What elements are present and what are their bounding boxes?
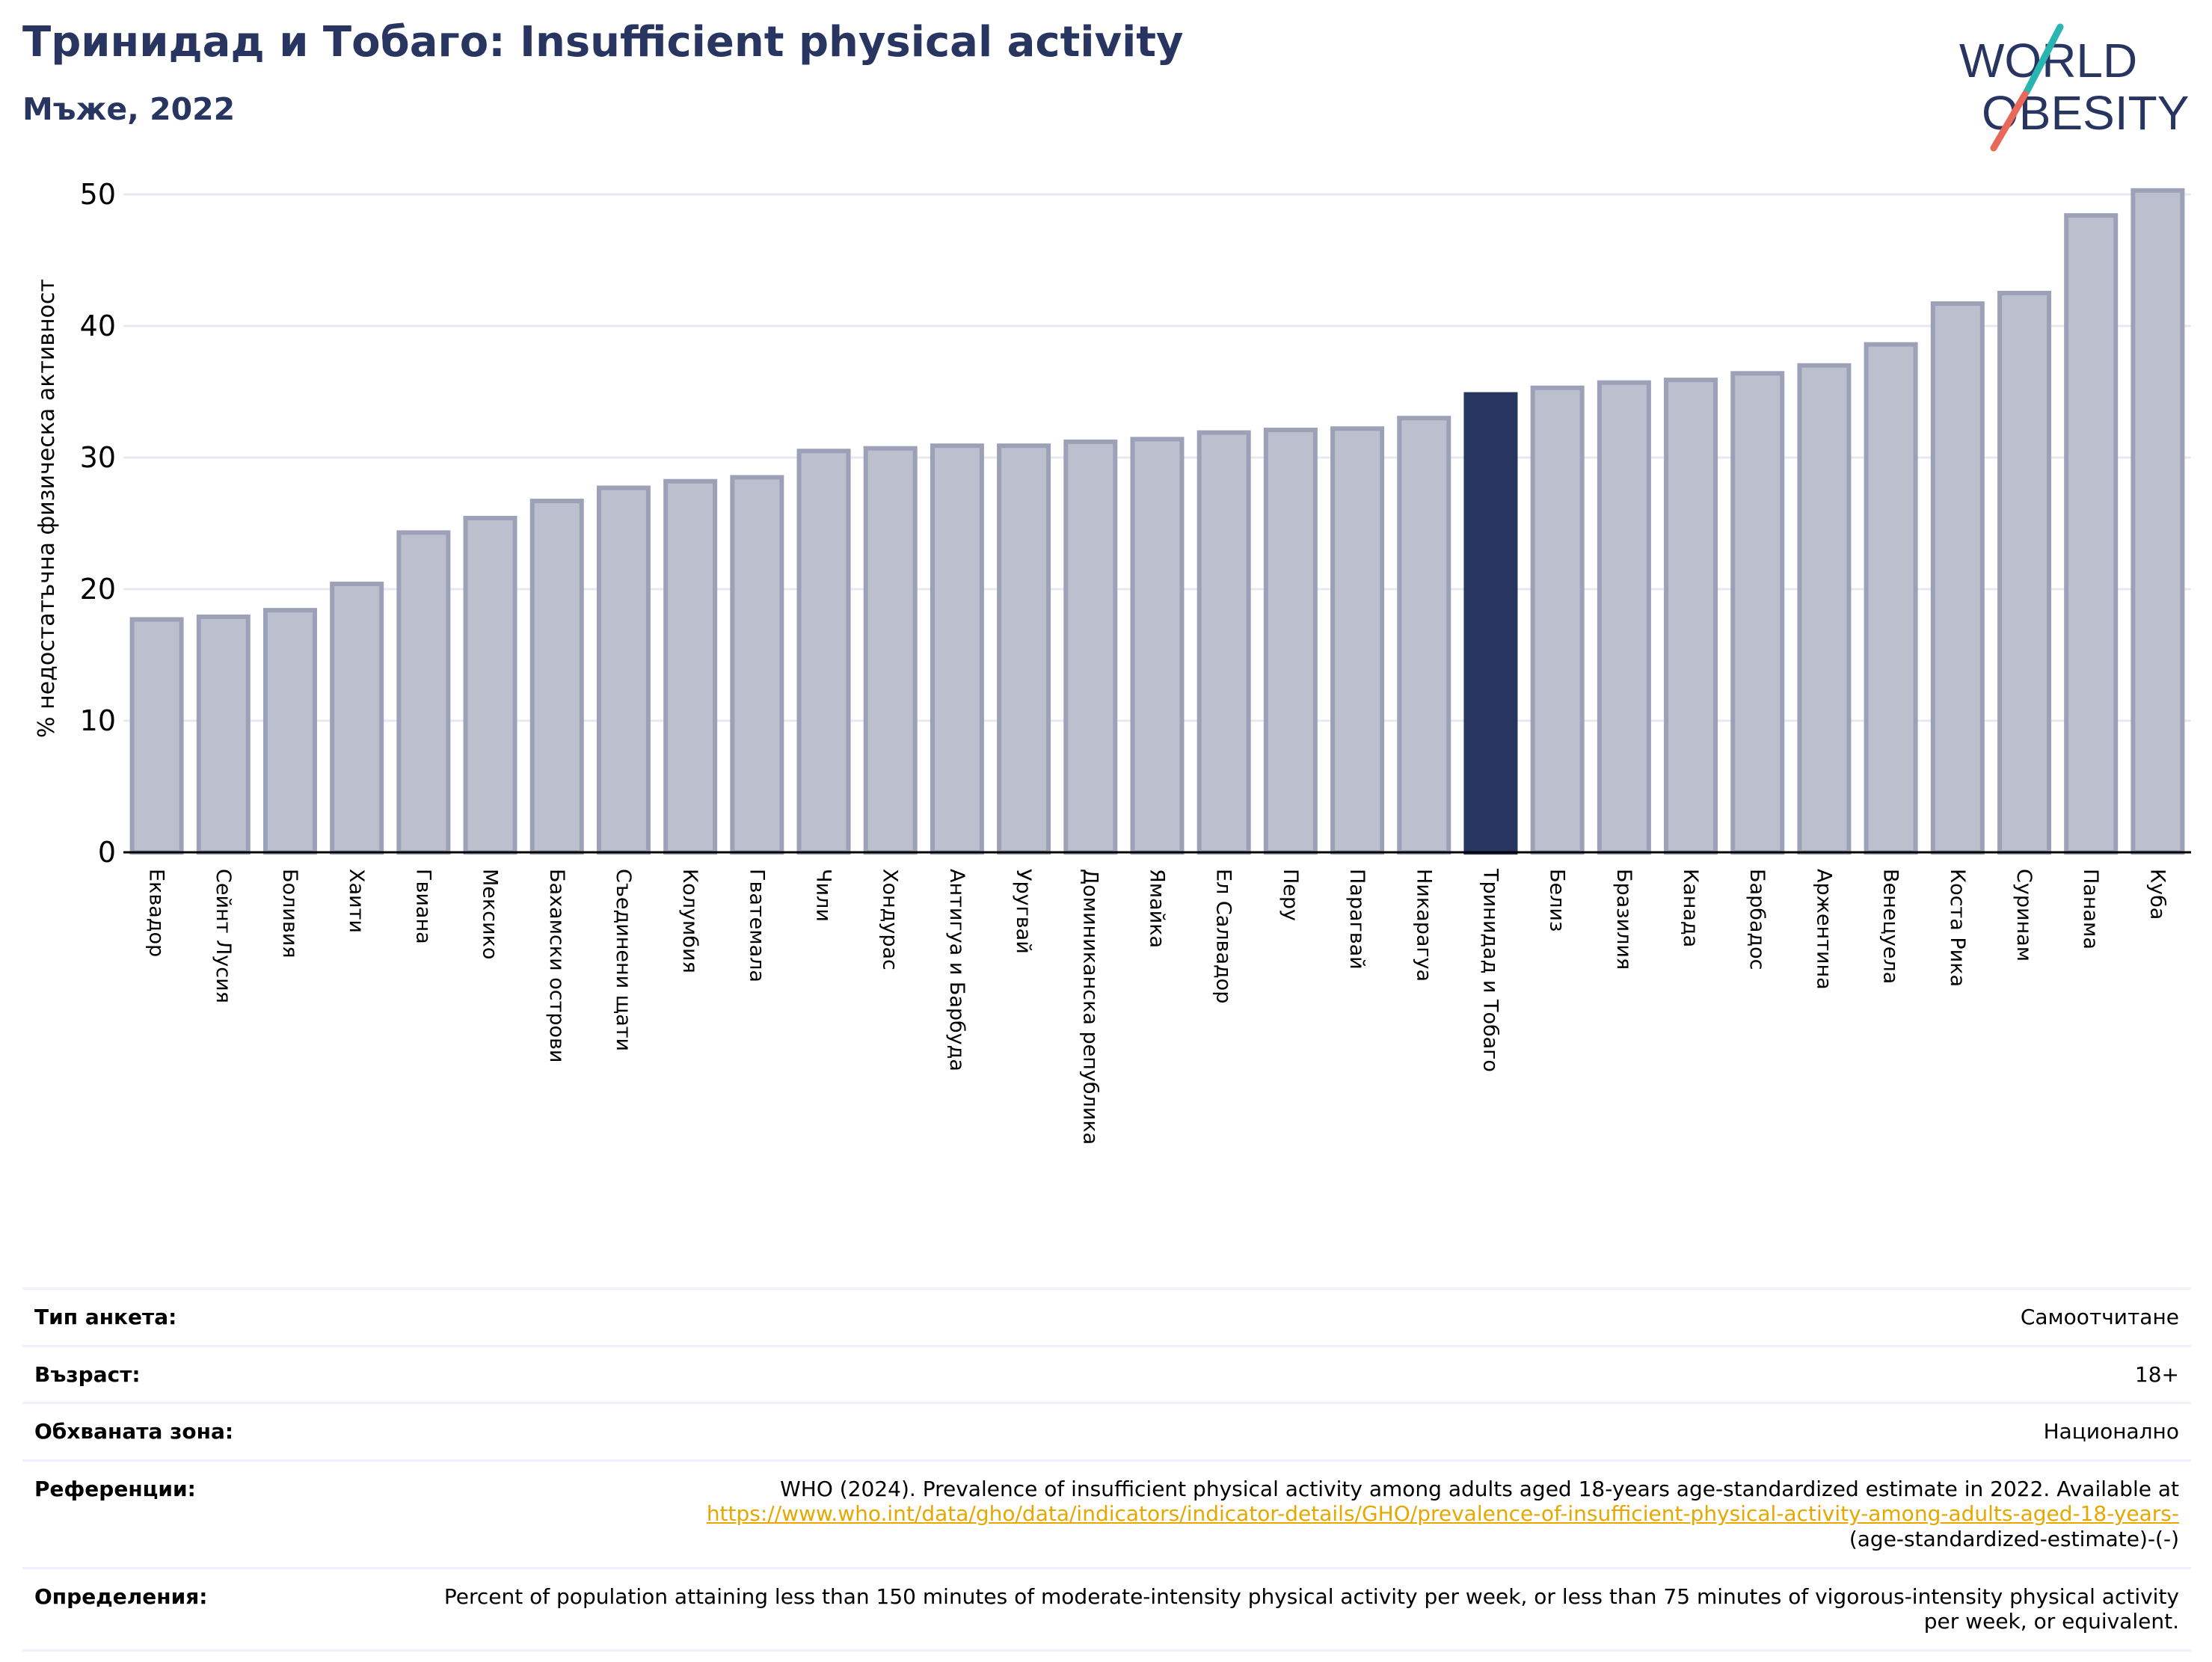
x-tick-label: Венецуела (1879, 869, 1902, 984)
bar (1997, 291, 2052, 855)
bar (396, 530, 451, 855)
chart-subtitle: Мъже, 2022 (22, 91, 236, 127)
reference-text: WHO (2024). Prevalence of insufficient p… (780, 1476, 2179, 1501)
x-tick-label: Куба (2145, 869, 2169, 920)
bar (1930, 301, 1985, 855)
x-tick-label: Коста Рика (1946, 869, 1969, 987)
y-tick-label: 30 (80, 441, 116, 474)
info-row-definitions: Определения: Percent of population attai… (22, 1566, 2191, 1652)
bar (1263, 428, 1318, 855)
x-tick-label: Гвиана (411, 869, 434, 944)
bar (1063, 439, 1118, 855)
age-label: Възраст: (34, 1361, 141, 1387)
x-tick-label: Хондурас (879, 869, 902, 970)
info-row-age: Възраст: 18+ (22, 1344, 2191, 1403)
y-tick-label: 50 (80, 178, 116, 211)
area-label: Обхваната зона: (34, 1419, 234, 1444)
x-tick-label: Хаити (345, 869, 368, 933)
bar (2064, 213, 2119, 855)
info-table: Тип анкета: Самоотчитане Възраст: 18+ Об… (22, 1287, 2191, 1652)
chart-title: Тринидад и Тобаго: Insufficient physical… (22, 18, 1184, 67)
bar (663, 478, 718, 855)
x-tick-label: Ел Салвадор (1212, 869, 1235, 1003)
info-row-area: Обхваната зона: Национално (22, 1402, 2191, 1459)
survey-value: Самоотчитане (2020, 1305, 2179, 1329)
age-value: 18+ (2134, 1361, 2179, 1387)
y-axis-label: % недостатъчна физическа активност (34, 279, 60, 738)
bar (1530, 385, 1585, 855)
x-tick-label: Колумбия (678, 869, 701, 973)
info-row-survey: Тип анкета: Самоотчитане (22, 1287, 2191, 1345)
bar (1597, 380, 1651, 855)
x-tick-label: Съединени щати (612, 869, 635, 1051)
bar (930, 443, 984, 855)
definitions-value: Percent of population attaining less tha… (443, 1583, 2179, 1634)
x-tick-label: Парагвай (1345, 869, 1368, 970)
x-tick-label: Аржентина (1812, 869, 1835, 990)
y-tick-label: 0 (98, 836, 116, 869)
bar (2130, 188, 2185, 855)
bar (1730, 371, 1785, 855)
x-tick-label: Канада (1679, 869, 1702, 947)
bar (1664, 378, 1718, 855)
y-tick-label: 10 (80, 704, 116, 737)
x-tick-label: Тринидад и Тобаго (1478, 868, 1502, 1072)
bar (863, 446, 918, 855)
x-tick-label: Сейнт Лусия (212, 869, 235, 1003)
bar (1797, 363, 1852, 855)
x-tick-label: Барбадос (1745, 869, 1769, 970)
world-obesity-logo: WORLD OBESITY (1959, 23, 2189, 152)
x-tick-label: Уругвай (1012, 869, 1035, 954)
y-tick-label: 20 (80, 573, 116, 606)
bar (796, 449, 851, 855)
bar (330, 581, 384, 855)
bar (1330, 426, 1385, 855)
area-value: Национално (2043, 1419, 2179, 1444)
references-value: WHO (2024). Prevalence of insufficient p… (707, 1477, 2179, 1552)
x-tick-label: Чили (812, 869, 835, 922)
x-tick-label: Боливия (278, 869, 301, 958)
bar (1397, 416, 1451, 855)
bar (529, 499, 584, 855)
x-axis-labels: Еквадор Сейнт Лусия Боливия Хаити Гвиана Мекс… (145, 868, 2169, 1145)
bar (1463, 392, 1518, 855)
bar (129, 617, 184, 855)
reference-tail: (age-standardized-estimate)-(-) (1849, 1526, 2179, 1551)
x-tick-label: Гватемала (745, 869, 768, 982)
bar (730, 475, 784, 855)
x-tick-label: Никарагуа (1412, 869, 1435, 982)
x-tick-label: Панама (2079, 869, 2102, 950)
bar (196, 614, 251, 855)
references-label: Референции: (34, 1476, 196, 1501)
bar (596, 485, 651, 855)
x-tick-label: Еквадор (145, 869, 168, 957)
bar (1130, 437, 1185, 855)
x-tick-label: Бахамски острови (545, 869, 568, 1062)
definitions-label: Определения: (34, 1583, 208, 1609)
bar (997, 443, 1051, 855)
x-tick-label: Доминиканска република (1078, 869, 1102, 1145)
reference-link[interactable]: https://www.who.int/data/gho/data/indica… (706, 1501, 2179, 1527)
bar (463, 515, 517, 855)
x-tick-label: Антигуа и Барбуда (945, 869, 968, 1071)
x-tick-label: Мексико (479, 869, 502, 959)
x-tick-label: Суринам (2012, 869, 2036, 961)
survey-label: Тип анкета: (34, 1305, 177, 1329)
x-tick-label: Бразилия (1612, 869, 1635, 970)
bar (1864, 342, 1918, 855)
info-row-references: Референции: WHO (2024). Prevalence of in… (22, 1459, 2191, 1567)
bar (262, 608, 317, 855)
bar-chart: 0 10 20 30 40 50 Еквадор Сейнт Лусия Боливия Хаи… (34, 178, 2191, 1145)
y-tick-label: 40 (80, 310, 116, 342)
x-tick-label: Белиз (1546, 869, 1569, 932)
y-axis: 0 10 20 30 40 50 (80, 178, 2191, 869)
bar (1196, 430, 1251, 855)
x-tick-label: Ямайка (1146, 869, 1169, 948)
x-tick-label: Перу (1279, 869, 1302, 921)
bars (129, 188, 2185, 855)
